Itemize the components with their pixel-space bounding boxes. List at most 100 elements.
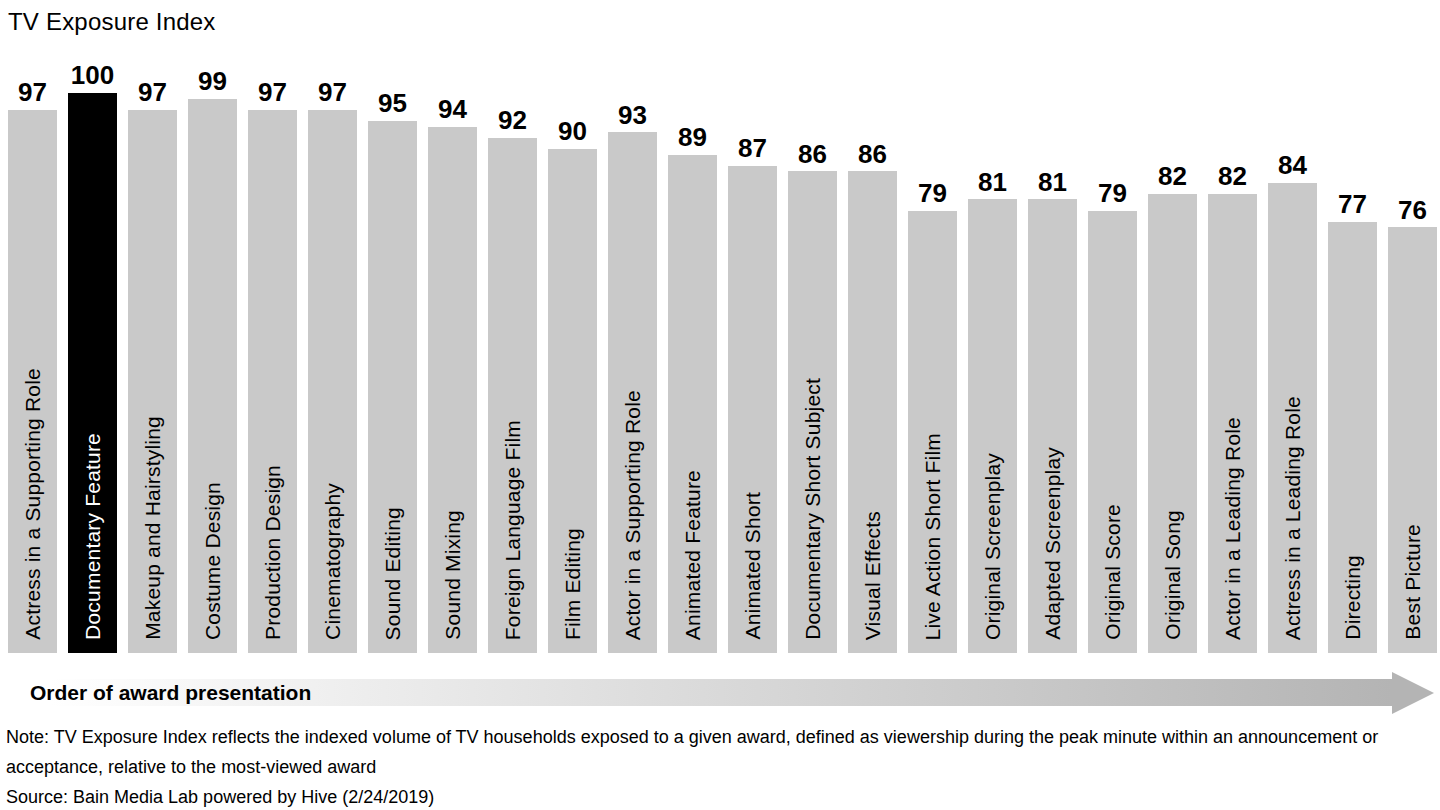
bar-column: 86 Visual Effects bbox=[848, 140, 897, 653]
bar-category-label: Sound Mixing bbox=[441, 510, 465, 640]
bar: Original Score bbox=[1088, 211, 1137, 653]
bar-value-label: 93 bbox=[618, 101, 647, 130]
bar-value-label: 79 bbox=[1098, 179, 1127, 208]
bar-column: 82 Original Song bbox=[1148, 162, 1197, 653]
bar-category-label: Costume Design bbox=[201, 482, 225, 640]
bar-column: 92 Foreign Language Film bbox=[488, 106, 537, 653]
bar-category-label: Original Screenplay bbox=[981, 453, 1005, 640]
bar-category-label: Makeup and Hairstyling bbox=[141, 416, 165, 640]
bar: Original Song bbox=[1148, 194, 1197, 653]
bar: Actor in a Supporting Role bbox=[608, 132, 657, 653]
bar-value-label: 97 bbox=[318, 78, 347, 107]
bar-category-label: Actor in a Leading Role bbox=[1221, 417, 1245, 640]
bar: Adapted Screenplay bbox=[1028, 199, 1077, 653]
bar: Live Action Short Film bbox=[908, 211, 957, 653]
bar: Sound Editing bbox=[368, 121, 417, 653]
bar: Actress in a Leading Role bbox=[1268, 183, 1317, 653]
bar-column: 97 Production Design bbox=[248, 78, 297, 653]
bar-category-label: Production Design bbox=[261, 465, 285, 640]
bar-column: 94 Sound Mixing bbox=[428, 95, 477, 653]
bar: Visual Effects bbox=[848, 171, 897, 653]
bar-category-label: Animated Short bbox=[741, 492, 765, 640]
bar-column: 87 Animated Short bbox=[728, 134, 777, 653]
bar-column: 89 Animated Feature bbox=[668, 123, 717, 653]
bar-column: 82 Actor in a Leading Role bbox=[1208, 162, 1257, 653]
bar: Directing bbox=[1328, 222, 1377, 653]
bar-column: 79 Live Action Short Film bbox=[908, 179, 957, 653]
x-axis-label: Order of award presentation bbox=[30, 681, 311, 705]
bar: Original Screenplay bbox=[968, 199, 1017, 653]
bar-value-label: 94 bbox=[438, 95, 467, 124]
bar-value-label: 97 bbox=[258, 78, 287, 107]
bar-category-label: Adapted Screenplay bbox=[1041, 447, 1065, 640]
bar: Costume Design bbox=[188, 99, 237, 653]
footnotes: Note: TV Exposure Index reflects the ind… bbox=[6, 722, 1434, 810]
bar-column: 90 Film Editing bbox=[548, 117, 597, 653]
bar-column: 100 Documentary Feature bbox=[68, 61, 117, 653]
bar-category-label: Visual Effects bbox=[861, 511, 885, 640]
bar-category-label: Actress in a Leading Role bbox=[1281, 396, 1305, 640]
bar-value-label: 84 bbox=[1278, 151, 1307, 180]
bar-category-label: Live Action Short Film bbox=[921, 433, 945, 640]
bar-value-label: 77 bbox=[1338, 190, 1367, 219]
bar-column: 81 Adapted Screenplay bbox=[1028, 168, 1077, 653]
bar-category-label: Original Song bbox=[1161, 510, 1185, 640]
bar: Documentary Short Subject bbox=[788, 171, 837, 653]
bar: Makeup and Hairstyling bbox=[128, 110, 177, 653]
bar: Actress in a Supporting Role bbox=[8, 110, 57, 653]
bar-value-label: 97 bbox=[138, 78, 167, 107]
bar-value-label: 99 bbox=[198, 67, 227, 96]
bar-column: 77 Directing bbox=[1328, 190, 1377, 653]
bar-column: 79 Original Score bbox=[1088, 179, 1137, 653]
bar-category-label: Documentary Short Subject bbox=[801, 378, 825, 640]
source-text: Source: Bain Media Lab powered by Hive (… bbox=[6, 782, 1434, 810]
bar-category-label: Actress in a Supporting Role bbox=[21, 368, 45, 640]
bar: Best Picture bbox=[1388, 227, 1437, 653]
bar-value-label: 82 bbox=[1218, 162, 1247, 191]
bar-value-label: 97 bbox=[18, 78, 47, 107]
bar-value-label: 89 bbox=[678, 123, 707, 152]
bar-value-label: 87 bbox=[738, 134, 767, 163]
bar-value-label: 86 bbox=[798, 140, 827, 169]
bar: Production Design bbox=[248, 110, 297, 653]
bar-value-label: 79 bbox=[918, 179, 947, 208]
bar-column: 97 Makeup and Hairstyling bbox=[128, 78, 177, 653]
bar: Actor in a Leading Role bbox=[1208, 194, 1257, 653]
bar-value-label: 82 bbox=[1158, 162, 1187, 191]
bar-category-label: Actor in a Supporting Role bbox=[621, 390, 645, 640]
bar-category-label: Documentary Feature bbox=[81, 433, 105, 640]
bar-category-label: Animated Feature bbox=[681, 470, 705, 640]
bar: Film Editing bbox=[548, 149, 597, 653]
bar-value-label: 92 bbox=[498, 106, 527, 135]
bar-value-label: 81 bbox=[1038, 168, 1067, 197]
bar-column: 84 Actress in a Leading Role bbox=[1268, 151, 1317, 653]
bar-column: 97 Actress in a Supporting Role bbox=[8, 78, 57, 653]
bar-column: 81 Original Screenplay bbox=[968, 168, 1017, 653]
bar: Sound Mixing bbox=[428, 127, 477, 653]
bar-category-label: Foreign Language Film bbox=[501, 420, 525, 640]
bar-value-label: 100 bbox=[71, 61, 114, 90]
bar-category-label: Best Picture bbox=[1401, 524, 1425, 640]
bar-category-label: Directing bbox=[1341, 555, 1365, 640]
bar: Cinematography bbox=[308, 110, 357, 653]
bar-value-label: 86 bbox=[858, 140, 887, 169]
bar-category-label: Cinematography bbox=[321, 483, 345, 640]
bar-column: 95 Sound Editing bbox=[368, 89, 417, 653]
bar-category-label: Original Score bbox=[1101, 504, 1125, 640]
bar-category-label: Film Editing bbox=[561, 528, 585, 640]
bar-value-label: 81 bbox=[978, 168, 1007, 197]
note-text: Note: TV Exposure Index reflects the ind… bbox=[6, 722, 1434, 782]
bar-column: 86 Documentary Short Subject bbox=[788, 140, 837, 653]
bar-column: 76 Best Picture bbox=[1388, 196, 1437, 653]
bar: Animated Short bbox=[728, 166, 777, 653]
bar-value-label: 95 bbox=[378, 89, 407, 118]
arrow-right-icon bbox=[1392, 672, 1434, 714]
bar-column: 99 Costume Design bbox=[188, 67, 237, 653]
x-axis-arrow: Order of award presentation bbox=[8, 679, 1392, 706]
bar-value-label: 90 bbox=[558, 117, 587, 146]
bar-chart: 97 Actress in a Supporting Role 100 Documen… bbox=[8, 0, 1437, 653]
bar-value-label: 76 bbox=[1398, 196, 1427, 225]
bar-column: 97 Cinematography bbox=[308, 78, 357, 653]
bar: Documentary Feature bbox=[68, 93, 117, 653]
bar: Foreign Language Film bbox=[488, 138, 537, 653]
